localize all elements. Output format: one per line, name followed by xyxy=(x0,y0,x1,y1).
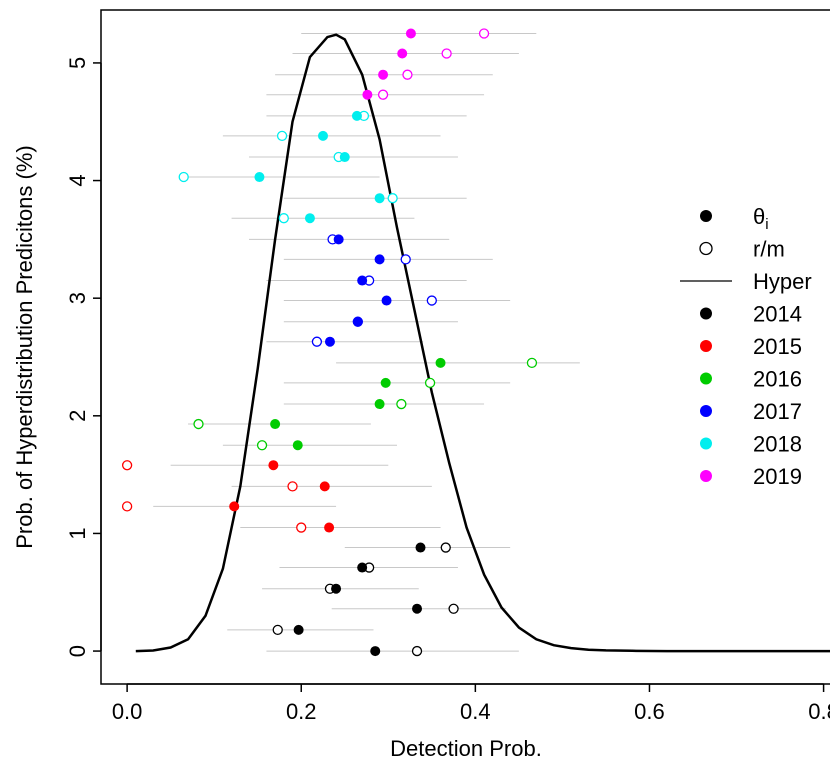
legend-year-symbol-2017 xyxy=(700,405,712,417)
rm-point-2018-23 xyxy=(178,171,189,183)
theta-point-2018-25 xyxy=(318,130,328,141)
theta-point-2017-17 xyxy=(381,295,392,306)
theta-point-2018-23 xyxy=(254,172,265,183)
rm-point-2014-0 xyxy=(411,645,423,657)
rm-point-2016-11 xyxy=(193,418,204,430)
rm-point-2017-17 xyxy=(426,295,437,306)
theta-point-2018-22 xyxy=(374,193,385,204)
rm-point-2015-7 xyxy=(121,501,133,512)
legend-label-2: Hyper xyxy=(753,269,812,294)
theta-point-2017-19 xyxy=(374,254,385,265)
rm-point-2018-25 xyxy=(276,130,288,142)
theta-point-2017-16 xyxy=(352,316,363,327)
legend-year-label-2014: 2014 xyxy=(753,302,802,327)
theta-point-2016-10 xyxy=(292,440,303,451)
legend-year-symbol-2015 xyxy=(700,340,712,352)
rm-point-2017-15 xyxy=(311,336,323,347)
theta-point-2015-9 xyxy=(268,460,279,471)
theta-point-2015-6 xyxy=(324,522,335,533)
theta-point-2018-24 xyxy=(339,152,350,163)
x-axis: 0.0 0.2 0.4 0.6 0.8 xyxy=(112,683,830,724)
rm-point-2019-30 xyxy=(478,28,490,39)
interval-lines xyxy=(153,33,580,652)
theta-point-2014-4 xyxy=(357,562,368,573)
rm-point-2016-12 xyxy=(396,398,407,410)
rm-point-2015-8 xyxy=(287,481,298,492)
rm-point-2015-9 xyxy=(121,460,133,471)
theta-point-2014-3 xyxy=(331,583,342,594)
theta-point-2017-20 xyxy=(333,234,344,245)
legend-year-label-2017: 2017 xyxy=(753,399,802,424)
y-tick-label-5: 5 xyxy=(65,57,90,69)
theta-point-2016-14 xyxy=(435,357,446,368)
rm-point-2019-28 xyxy=(402,69,413,80)
theta-point-2019-29 xyxy=(397,48,408,59)
theta-point-2016-13 xyxy=(380,377,391,388)
rm-point-2016-14 xyxy=(526,357,538,369)
rm-point-2016-10 xyxy=(256,440,268,451)
theta-point-2016-12 xyxy=(374,399,385,410)
theta-point-2018-21 xyxy=(304,213,315,224)
rm-point-2016-13 xyxy=(424,377,436,389)
x-axis-title: Detection Prob. xyxy=(390,736,542,761)
y-tick-label-2: 2 xyxy=(65,410,90,422)
legend-year-label-2015: 2015 xyxy=(753,334,802,359)
legend-year-label-2016: 2016 xyxy=(753,367,802,392)
y-tick-label-0: 0 xyxy=(65,645,90,657)
legend: θi r/m Hyper 2014 2015 2016 2017 2018 2019 xyxy=(680,204,812,489)
y-tick-label-3: 3 xyxy=(65,292,90,304)
theta-point-2015-7 xyxy=(229,501,240,512)
theta-point-2018-26 xyxy=(351,110,362,121)
legend-subscript: i xyxy=(765,216,768,233)
theta-point-2019-28 xyxy=(378,69,389,80)
rm-point-2019-27 xyxy=(377,89,389,100)
rm-point-2018-22 xyxy=(387,193,398,204)
legend-year-symbol-2018 xyxy=(700,437,712,450)
theta-point-2017-18 xyxy=(357,275,368,286)
theta-point-2019-27 xyxy=(362,89,373,100)
rm-point-2014-1 xyxy=(272,624,283,636)
legend-theta-symbol xyxy=(700,210,712,222)
points-layer xyxy=(121,28,538,657)
y-axis: 0 1 2 3 4 5 xyxy=(65,57,102,657)
theta-point-2017-15 xyxy=(324,336,335,347)
plot-frame xyxy=(100,9,830,685)
legend-rm-symbol xyxy=(699,241,713,256)
theta-point-2015-8 xyxy=(319,481,330,492)
legend-year-symbol-2014 xyxy=(700,307,712,320)
legend-year-label-2018: 2018 xyxy=(753,432,802,457)
x-tick-label-4: 0.8 xyxy=(808,699,830,724)
legend-year-symbol-2019 xyxy=(700,470,712,482)
rm-point-2018-21 xyxy=(278,213,289,224)
theta-point-2019-30 xyxy=(405,28,416,39)
y-axis-title: Prob. of Hyperdistribution Predicitons (… xyxy=(12,145,37,549)
legend-label-1: r/m xyxy=(753,237,785,262)
rm-point-2019-29 xyxy=(441,48,452,59)
y-tick-label-4: 4 xyxy=(65,174,90,186)
rm-point-2014-5 xyxy=(440,542,451,553)
hyper-curve-line xyxy=(135,33,830,653)
x-tick-label-2: 0.4 xyxy=(460,699,491,724)
rm-point-2014-2 xyxy=(448,603,459,614)
x-tick-label-3: 0.6 xyxy=(634,699,665,724)
x-tick-label-0: 0.0 xyxy=(112,699,143,724)
rm-point-2017-19 xyxy=(400,254,411,265)
x-tick-label-1: 0.2 xyxy=(286,699,317,724)
theta-point-2014-1 xyxy=(293,624,304,635)
legend-label-0: θi xyxy=(753,204,769,233)
y-tick-label-1: 1 xyxy=(65,527,90,539)
theta-point-2014-0 xyxy=(370,646,381,657)
theta-point-2016-11 xyxy=(270,419,281,430)
legend-year-label-2019: 2019 xyxy=(753,464,802,489)
theta-point-2014-5 xyxy=(415,542,426,553)
legend-year-symbol-2016 xyxy=(700,372,712,385)
rm-point-2015-6 xyxy=(296,522,307,533)
theta-point-2014-2 xyxy=(412,603,423,614)
